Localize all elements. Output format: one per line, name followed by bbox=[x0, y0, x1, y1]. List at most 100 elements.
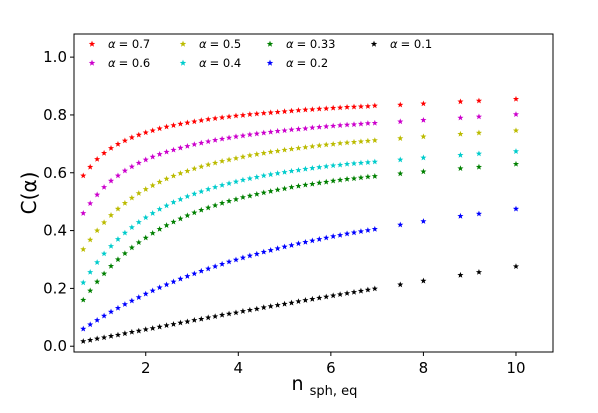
legend-value: = 0.6 bbox=[119, 56, 151, 70]
data-point bbox=[337, 122, 344, 128]
data-point bbox=[198, 139, 205, 146]
data-point bbox=[121, 330, 128, 337]
data-point bbox=[337, 291, 344, 298]
data-point bbox=[512, 127, 520, 134]
data-point bbox=[288, 184, 295, 190]
data-points bbox=[80, 95, 520, 344]
data-point bbox=[156, 284, 163, 291]
data-point bbox=[253, 250, 260, 257]
data-point bbox=[87, 200, 94, 206]
data-point bbox=[114, 140, 122, 147]
data-point bbox=[219, 311, 226, 318]
data-point bbox=[288, 299, 295, 306]
data-point bbox=[121, 229, 128, 236]
series-4 bbox=[80, 160, 520, 303]
data-point bbox=[149, 127, 156, 134]
data-point bbox=[232, 155, 240, 161]
data-point bbox=[107, 177, 115, 184]
data-point bbox=[184, 212, 191, 219]
data-point bbox=[80, 279, 87, 286]
data-point bbox=[149, 229, 156, 236]
data-point bbox=[323, 293, 330, 300]
data-point bbox=[309, 180, 316, 187]
data-point bbox=[135, 219, 142, 225]
data-point bbox=[177, 144, 184, 151]
data-point bbox=[226, 156, 233, 163]
legend-marker bbox=[179, 59, 187, 66]
data-point bbox=[135, 327, 142, 334]
data-point bbox=[288, 107, 295, 114]
data-point bbox=[344, 290, 351, 296]
legend-value: = 0.5 bbox=[210, 37, 242, 51]
data-point bbox=[281, 185, 288, 192]
data-point bbox=[226, 134, 233, 141]
data-point bbox=[239, 254, 246, 261]
data-point bbox=[357, 287, 364, 294]
data-point bbox=[316, 105, 323, 112]
data-point bbox=[302, 144, 309, 150]
legend-item: α = 0.2 bbox=[266, 56, 328, 70]
data-point bbox=[163, 148, 170, 155]
data-point bbox=[80, 172, 87, 179]
data-point bbox=[177, 170, 184, 176]
data-point bbox=[323, 105, 330, 112]
data-point bbox=[170, 278, 177, 285]
data-point bbox=[156, 323, 163, 330]
data-point bbox=[205, 314, 212, 321]
legend-label: α = 0.33 bbox=[286, 37, 336, 51]
data-point bbox=[288, 242, 295, 248]
x-tick-label: 2 bbox=[141, 359, 151, 377]
data-point bbox=[371, 225, 378, 232]
series-6 bbox=[80, 263, 520, 344]
data-point bbox=[281, 127, 288, 134]
data-point bbox=[350, 229, 358, 236]
data-point bbox=[239, 132, 246, 139]
data-point bbox=[128, 244, 135, 251]
data-point bbox=[128, 328, 135, 335]
data-point bbox=[121, 250, 128, 257]
data-point bbox=[350, 138, 358, 145]
data-point bbox=[295, 298, 302, 304]
data-point bbox=[177, 215, 184, 222]
legend-value: = 0.33 bbox=[297, 37, 336, 51]
x-tick-label: 4 bbox=[234, 359, 244, 377]
data-point bbox=[316, 179, 323, 186]
data-point bbox=[80, 325, 87, 332]
data-point bbox=[107, 212, 115, 218]
legend-symbol: α bbox=[286, 56, 294, 70]
series-0 bbox=[80, 95, 520, 179]
data-point bbox=[302, 238, 309, 245]
data-point bbox=[198, 117, 205, 124]
y-tick-label: 0.2 bbox=[43, 279, 67, 297]
data-point bbox=[80, 210, 87, 216]
data-point bbox=[512, 160, 520, 167]
data-point bbox=[170, 172, 177, 179]
legend-item: α = 0.6 bbox=[88, 56, 151, 70]
y-axis-label: C(α) bbox=[17, 172, 41, 215]
data-point bbox=[397, 101, 404, 108]
data-point bbox=[114, 236, 122, 242]
data-point bbox=[191, 270, 198, 277]
data-point bbox=[457, 114, 464, 121]
data-point bbox=[219, 158, 226, 164]
data-point bbox=[397, 221, 404, 228]
data-point bbox=[267, 148, 274, 155]
data-point bbox=[94, 191, 101, 198]
data-point bbox=[350, 160, 358, 167]
data-point bbox=[302, 106, 309, 113]
data-point bbox=[121, 301, 128, 307]
data-point bbox=[149, 153, 156, 160]
data-point bbox=[142, 290, 149, 297]
data-point bbox=[420, 100, 427, 107]
data-point bbox=[337, 140, 344, 146]
legend-item: α = 0.33 bbox=[266, 37, 336, 51]
data-point bbox=[357, 159, 364, 166]
data-point bbox=[357, 138, 364, 145]
data-point bbox=[205, 204, 212, 211]
data-point bbox=[232, 196, 240, 202]
data-point bbox=[142, 234, 149, 241]
data-point bbox=[114, 172, 122, 179]
data-point bbox=[135, 159, 142, 166]
data-point bbox=[142, 186, 149, 192]
data-point bbox=[101, 270, 108, 277]
